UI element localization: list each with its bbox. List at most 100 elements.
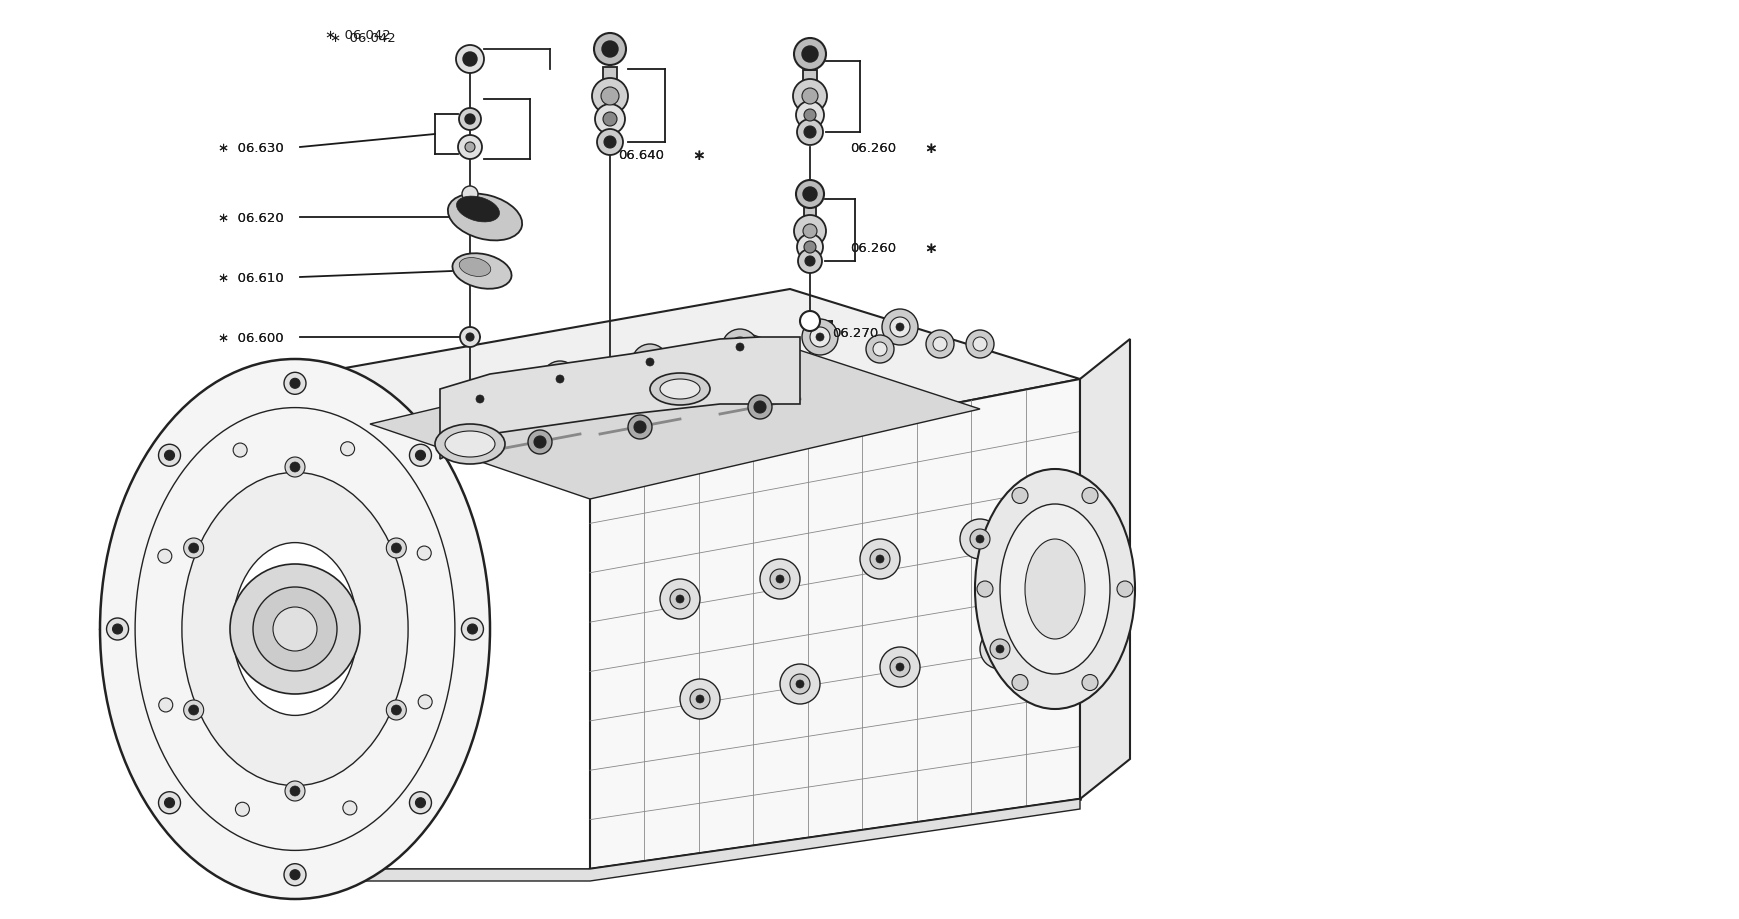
Circle shape: [805, 256, 814, 267]
Circle shape: [859, 539, 899, 579]
Circle shape: [870, 550, 889, 570]
Circle shape: [391, 543, 402, 553]
Circle shape: [680, 679, 720, 720]
Text: ∗  06.610: ∗ 06.610: [217, 271, 283, 284]
Circle shape: [770, 570, 790, 589]
Circle shape: [602, 42, 617, 58]
Ellipse shape: [659, 380, 699, 400]
Ellipse shape: [233, 543, 356, 716]
Text: 06.260: 06.260: [850, 242, 896, 255]
Circle shape: [896, 323, 904, 332]
Text: 06.640: 06.640: [617, 148, 664, 162]
Circle shape: [866, 335, 894, 364]
Text: ∗: ∗: [923, 141, 936, 155]
Circle shape: [464, 142, 475, 153]
Text: ∗  06.630: ∗ 06.630: [217, 142, 283, 154]
Circle shape: [290, 379, 299, 389]
Circle shape: [802, 47, 817, 62]
Circle shape: [113, 624, 122, 634]
Circle shape: [779, 664, 819, 704]
Ellipse shape: [1000, 505, 1109, 675]
Circle shape: [1116, 582, 1132, 597]
Circle shape: [283, 373, 306, 395]
Circle shape: [793, 216, 826, 248]
Circle shape: [233, 444, 247, 458]
Bar: [603, 67, 617, 93]
Circle shape: [696, 696, 704, 703]
Text: ∗  06.600: ∗ 06.600: [217, 331, 283, 344]
Circle shape: [803, 242, 816, 254]
Circle shape: [386, 700, 407, 720]
Circle shape: [165, 798, 174, 808]
Text: 06.640: 06.640: [617, 148, 664, 162]
Text: ∗  06.042: ∗ 06.042: [325, 28, 391, 41]
Circle shape: [341, 442, 355, 456]
Circle shape: [541, 361, 577, 398]
Circle shape: [972, 337, 986, 352]
Circle shape: [1082, 675, 1097, 691]
Text: 06.260: 06.260: [850, 242, 896, 255]
Circle shape: [386, 539, 407, 559]
Circle shape: [760, 560, 800, 599]
Circle shape: [670, 589, 690, 609]
Circle shape: [416, 798, 426, 808]
Circle shape: [628, 415, 652, 439]
Circle shape: [596, 130, 623, 156]
Circle shape: [676, 596, 683, 604]
Circle shape: [527, 430, 551, 455]
Circle shape: [591, 79, 628, 115]
Circle shape: [798, 250, 821, 274]
Circle shape: [896, 664, 904, 671]
Circle shape: [802, 187, 817, 202]
Ellipse shape: [435, 425, 504, 464]
Circle shape: [776, 575, 784, 584]
Circle shape: [795, 181, 824, 209]
Polygon shape: [590, 380, 1080, 869]
Circle shape: [106, 618, 129, 641]
Ellipse shape: [445, 432, 494, 458]
Circle shape: [158, 550, 172, 563]
Circle shape: [463, 381, 497, 417]
Circle shape: [631, 345, 668, 380]
Circle shape: [235, 802, 249, 816]
Circle shape: [989, 640, 1009, 659]
Circle shape: [468, 624, 476, 634]
Circle shape: [290, 462, 299, 472]
Circle shape: [690, 689, 710, 709]
Circle shape: [188, 543, 198, 553]
Ellipse shape: [459, 258, 490, 278]
Circle shape: [290, 869, 299, 879]
Circle shape: [932, 337, 946, 352]
Circle shape: [803, 110, 816, 122]
Text: ∗: ∗: [692, 147, 704, 163]
Circle shape: [409, 445, 431, 467]
Circle shape: [882, 310, 918, 346]
Circle shape: [802, 320, 838, 356]
Bar: [802, 71, 817, 93]
Circle shape: [285, 458, 304, 478]
Circle shape: [795, 680, 803, 688]
Circle shape: [456, 46, 483, 74]
Circle shape: [464, 115, 475, 125]
Circle shape: [230, 564, 360, 694]
Circle shape: [556, 376, 563, 383]
Circle shape: [659, 579, 699, 619]
Circle shape: [1082, 488, 1097, 504]
Text: 06.270: 06.270: [831, 326, 878, 339]
Circle shape: [409, 792, 431, 814]
Circle shape: [252, 587, 337, 671]
Circle shape: [466, 334, 473, 342]
Circle shape: [461, 618, 483, 641]
Circle shape: [753, 402, 765, 414]
Circle shape: [889, 318, 909, 337]
Circle shape: [1012, 488, 1028, 504]
Circle shape: [550, 369, 570, 390]
Circle shape: [158, 792, 181, 814]
Circle shape: [470, 390, 490, 410]
Ellipse shape: [974, 470, 1134, 709]
Circle shape: [873, 343, 887, 357]
Circle shape: [979, 630, 1019, 669]
Circle shape: [925, 331, 953, 358]
Circle shape: [290, 786, 299, 796]
Circle shape: [273, 607, 316, 652]
